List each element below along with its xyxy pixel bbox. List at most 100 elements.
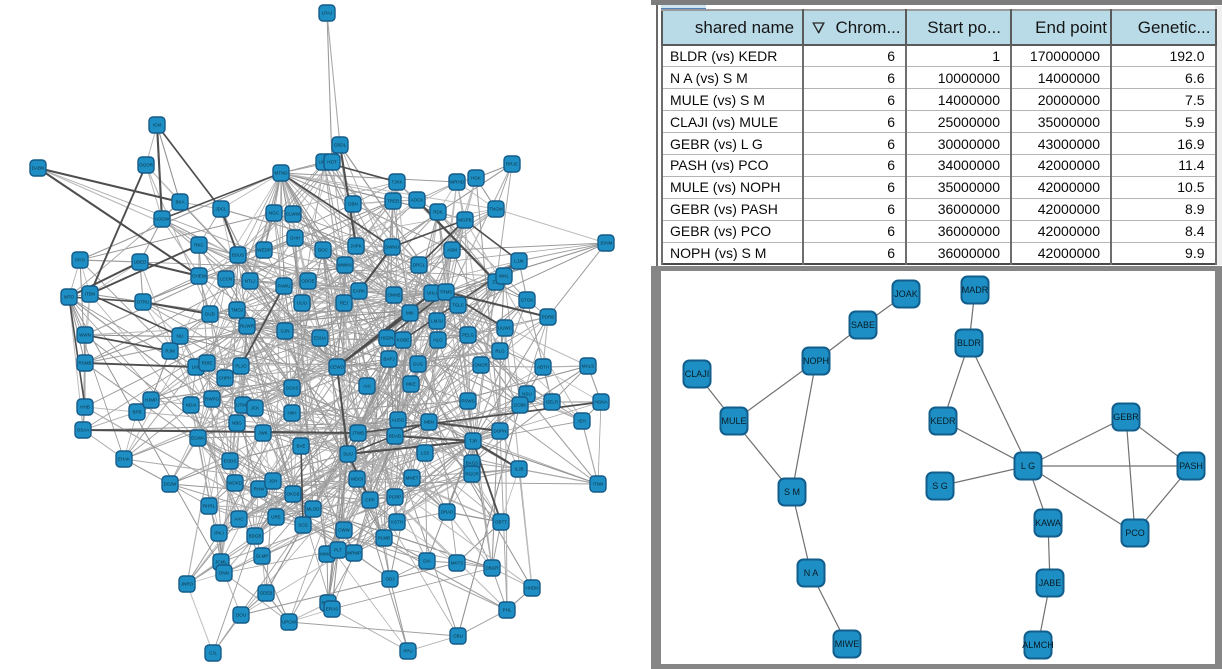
svg-text:KOBE: KOBE xyxy=(397,338,410,343)
svg-text:REJ: REJ xyxy=(340,301,349,306)
svg-text:BDGB: BDGB xyxy=(249,534,262,539)
svg-text:KEDR: KEDR xyxy=(930,416,956,426)
svg-text:PDRB: PDRB xyxy=(542,315,555,320)
svg-text:MTO: MTO xyxy=(64,295,74,300)
svg-text:MNET: MNET xyxy=(406,476,419,481)
svg-text:RUWR: RUWR xyxy=(240,324,255,329)
svg-text:CLWW: CLWW xyxy=(286,212,301,217)
svg-text:WRHD: WRHD xyxy=(450,180,465,185)
svg-text:DRCL: DRCL xyxy=(413,263,426,268)
svg-text:UPGW: UPGW xyxy=(282,620,297,625)
svg-text:JDCL: JDCL xyxy=(215,207,227,212)
svg-text:GTGK: GTGK xyxy=(521,298,534,303)
svg-text:NTLJ: NTLJ xyxy=(245,279,256,284)
svg-text:DOPN: DOPN xyxy=(493,429,506,434)
svg-text:GUG: GUG xyxy=(413,362,424,367)
svg-text:RHRL: RHRL xyxy=(203,504,216,509)
svg-text:ITNN: ITNN xyxy=(593,482,604,487)
svg-text:SABE: SABE xyxy=(851,320,875,330)
svg-text:WRMP: WRMP xyxy=(347,551,361,556)
svg-text:JOAK: JOAK xyxy=(894,289,918,299)
svg-text:BOC: BOC xyxy=(318,248,329,253)
svg-text:RLG: RLG xyxy=(495,349,505,354)
svg-text:CEWO: CEWO xyxy=(330,365,344,370)
svg-text:IEH: IEH xyxy=(578,419,586,424)
svg-text:BAGS: BAGS xyxy=(466,461,479,466)
svg-text:MIK: MIK xyxy=(406,311,414,316)
svg-text:AUSG: AUSG xyxy=(392,418,405,423)
svg-text:S M: S M xyxy=(784,487,800,497)
svg-text:WDKD: WDKD xyxy=(228,481,242,486)
svg-text:GBDL: GBDL xyxy=(334,143,347,148)
svg-text:BAE: BAE xyxy=(296,444,305,449)
svg-text:PLMB: PLMB xyxy=(378,536,390,541)
svg-text:RDK: RDK xyxy=(433,210,443,215)
svg-text:MTND: MTND xyxy=(275,171,289,176)
svg-text:PLJO: PLJO xyxy=(235,364,247,369)
svg-text:PHL: PHL xyxy=(503,608,512,613)
svg-text:NOPH: NOPH xyxy=(803,356,829,366)
svg-text:NDAI: NDAI xyxy=(186,403,197,408)
svg-text:OHEW: OHEW xyxy=(192,274,207,279)
svg-text:DNN: DNN xyxy=(219,571,229,576)
svg-text:ABTH: ABTH xyxy=(537,365,549,370)
svg-text:JABE: JABE xyxy=(1039,578,1062,588)
svg-text:WEDP: WEDP xyxy=(257,248,271,253)
svg-text:ALMCH: ALMCH xyxy=(1022,640,1054,650)
svg-text:DBN: DBN xyxy=(348,202,358,207)
svg-text:HGK: HGK xyxy=(471,176,481,181)
svg-text:GDEB: GDEB xyxy=(260,591,273,596)
svg-text:NLI: NLI xyxy=(176,334,183,339)
svg-text:ODJ: ODJ xyxy=(386,577,395,582)
svg-text:JWK: JWK xyxy=(258,431,268,436)
svg-text:EGWA: EGWA xyxy=(191,436,205,441)
svg-text:RSMB: RSMB xyxy=(78,361,91,366)
svg-text:IPKJ: IPKJ xyxy=(214,531,224,536)
svg-text:UTMM: UTMM xyxy=(236,403,250,408)
svg-text:L G: L G xyxy=(1021,461,1035,471)
svg-text:HJMP: HJMP xyxy=(145,398,157,403)
svg-text:PAWU: PAWU xyxy=(278,284,291,289)
svg-text:DRAD: DRAD xyxy=(441,510,455,515)
svg-text:MADR: MADR xyxy=(962,285,989,295)
svg-text:TNGM: TNGM xyxy=(489,207,502,212)
svg-text:ILJB: ILJB xyxy=(514,467,523,472)
svg-text:MALS: MALS xyxy=(582,364,594,369)
svg-text:EHAK: EHAK xyxy=(118,457,130,462)
svg-text:S G: S G xyxy=(932,481,948,491)
svg-text:PPJI: PPJI xyxy=(75,258,85,263)
svg-text:DIA: DIA xyxy=(423,559,431,564)
svg-text:SCD: SCD xyxy=(298,523,308,528)
svg-text:KAWA: KAWA xyxy=(1035,518,1061,528)
svg-text:TMOJ: TMOJ xyxy=(231,308,243,313)
svg-text:GCKS: GCKS xyxy=(286,386,299,391)
svg-text:LMJU: LMJU xyxy=(431,319,443,324)
svg-text:ASM: ASM xyxy=(447,248,457,253)
svg-text:GLMP: GLMP xyxy=(256,554,269,559)
svg-text:OKGB: OKGB xyxy=(286,492,299,497)
svg-text:DABN: DABN xyxy=(32,166,45,171)
svg-text:TREB: TREB xyxy=(387,199,399,204)
svg-text:HLO: HLO xyxy=(433,338,443,343)
svg-text:MBN: MBN xyxy=(424,420,434,425)
svg-text:UBED: UBED xyxy=(134,260,147,265)
svg-text:PELG: PELG xyxy=(462,333,475,338)
svg-text:CPP: CPP xyxy=(365,498,374,503)
svg-text:HOT: HOT xyxy=(327,160,337,165)
svg-text:SWNU: SWNU xyxy=(385,245,399,250)
svg-text:GJN: GJN xyxy=(281,329,290,334)
svg-text:OBU: OBU xyxy=(453,634,463,639)
svg-text:GCBK: GCBK xyxy=(514,403,527,408)
svg-text:RKC: RKC xyxy=(194,243,204,248)
svg-text:DOU: DOU xyxy=(236,613,246,618)
svg-text:DUD: DUD xyxy=(205,312,215,317)
svg-text:BPB: BPB xyxy=(132,410,141,415)
svg-text:CLAJI: CLAJI xyxy=(685,369,710,379)
svg-text:LPAJ: LPAJ xyxy=(322,11,332,16)
svg-text:RGCR: RGCR xyxy=(465,472,479,477)
svg-text:WWN: WWN xyxy=(79,333,91,338)
svg-text:OELR: OELR xyxy=(546,400,559,405)
svg-text:UUWC: UUWC xyxy=(498,326,513,331)
svg-text:BDAB: BDAB xyxy=(389,434,401,439)
svg-text:PCO: PCO xyxy=(1125,528,1145,538)
